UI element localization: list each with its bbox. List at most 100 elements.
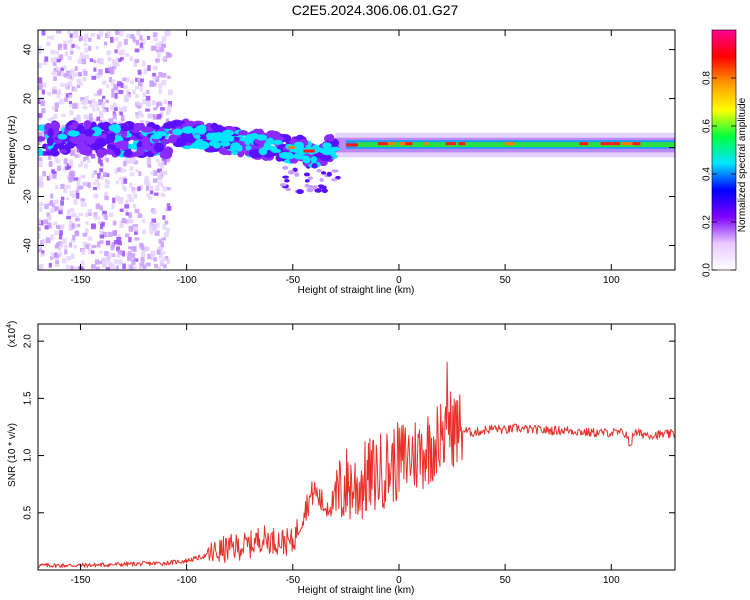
noise-speckle [80,201,84,207]
noise-speckle [78,151,82,158]
noise-speckle [112,102,117,108]
noise-speckle [57,43,63,48]
noise-speckle [102,261,107,268]
noise-speckle [139,184,144,191]
noise-speckle [46,175,51,181]
snr-multiplier-exp: 4 [6,324,13,328]
band-blob [150,133,163,140]
noise-speckle [161,237,166,241]
noise-speckle [94,214,98,221]
noise-speckle [114,93,118,99]
noise-speckle [98,58,104,65]
noise-speckle [64,97,68,102]
noise-speckle [55,224,60,229]
noise-speckle [114,168,118,174]
noise-speckle [163,232,169,238]
noise-speckle [146,89,150,94]
spectrogram-x-tick-label: -150 [70,275,90,286]
noise-speckle [73,87,78,92]
noise-speckle [147,196,153,200]
band-blob [38,148,44,157]
noise-speckle [155,58,160,63]
colorbar-ticks: 0.0 0.2 0.4 0.6 0.8 [702,71,736,277]
noise-speckle [110,244,115,251]
band-blob [141,139,151,150]
noise-speckle [137,104,142,109]
noise-speckle [54,102,59,108]
noise-speckle [52,86,57,93]
noise-speckle [102,95,106,100]
noise-speckle [159,46,165,53]
noise-speckle [39,83,44,87]
band-blob [50,147,58,153]
noise-speckle [75,218,80,222]
noise-speckle [128,198,134,203]
noise-speckle [119,167,124,173]
noise-speckle [55,50,60,55]
noise-speckle [167,53,173,58]
noise-speckle [70,170,76,177]
noise-speckle [127,251,132,257]
noise-speckle [110,263,115,268]
noise-speckle [142,60,146,67]
noise-speckle [150,252,155,259]
noise-speckle [152,46,157,50]
hot-spot [621,142,633,146]
noise-speckle [99,234,105,239]
noise-speckle [44,225,49,230]
noise-speckle [66,209,71,215]
noise-speckle [145,95,151,101]
noise-speckle [136,30,141,36]
noise-speckle [112,111,116,116]
noise-speckle [128,237,132,243]
noise-speckle [151,82,157,87]
noise-speckle [118,51,122,56]
noise-speckle [107,57,112,62]
noise-speckle [129,264,134,270]
band-blob [121,123,128,132]
band-blob-bright [263,142,271,149]
noise-speckle [38,62,43,68]
noise-speckle [38,246,42,253]
noise-speckle [98,110,103,115]
band-tail-blob [303,172,311,177]
colorbar-tick-label: 0.0 [702,263,713,277]
noise-speckle [143,68,148,75]
noise-speckle [57,245,62,251]
spectrogram-x-tick-label: 0 [396,275,402,286]
noise-speckle [157,101,162,106]
noise-speckle [145,120,150,127]
noise-speckle [41,30,46,36]
hot-spot [600,142,612,146]
band-blob [124,149,133,157]
noise-speckle [66,73,72,79]
noise-speckle [68,161,74,166]
noise-speckle [53,201,57,205]
band-blob [50,121,59,130]
noise-speckle [91,244,97,249]
band-tail-blob [287,169,295,175]
noise-speckle [158,88,162,95]
snr-panel: -150 -100 -50 0 50 100 0.5 1.0 1.5 2.0 Height of… [6,321,676,596]
noise-speckle [129,219,134,224]
noise-speckle [69,33,73,38]
noise-speckle [87,100,92,104]
noise-speckle [95,45,99,50]
noise-speckle [104,195,109,201]
noise-speckle [112,197,116,204]
noise-speckle [95,266,100,270]
noise-speckle [94,102,100,107]
band-blob [71,121,78,130]
noise-speckle [38,85,43,90]
noise-speckle [146,158,150,165]
noise-speckle [73,199,78,205]
noise-speckle [129,166,134,171]
noise-speckle [125,89,130,94]
noise-speckle [159,171,164,175]
hot-spot [505,142,515,146]
noise-speckle [117,249,123,255]
noise-speckle [152,115,158,120]
noise-speckle [67,40,72,44]
noise-speckle [133,62,138,67]
noise-speckle [137,110,142,116]
